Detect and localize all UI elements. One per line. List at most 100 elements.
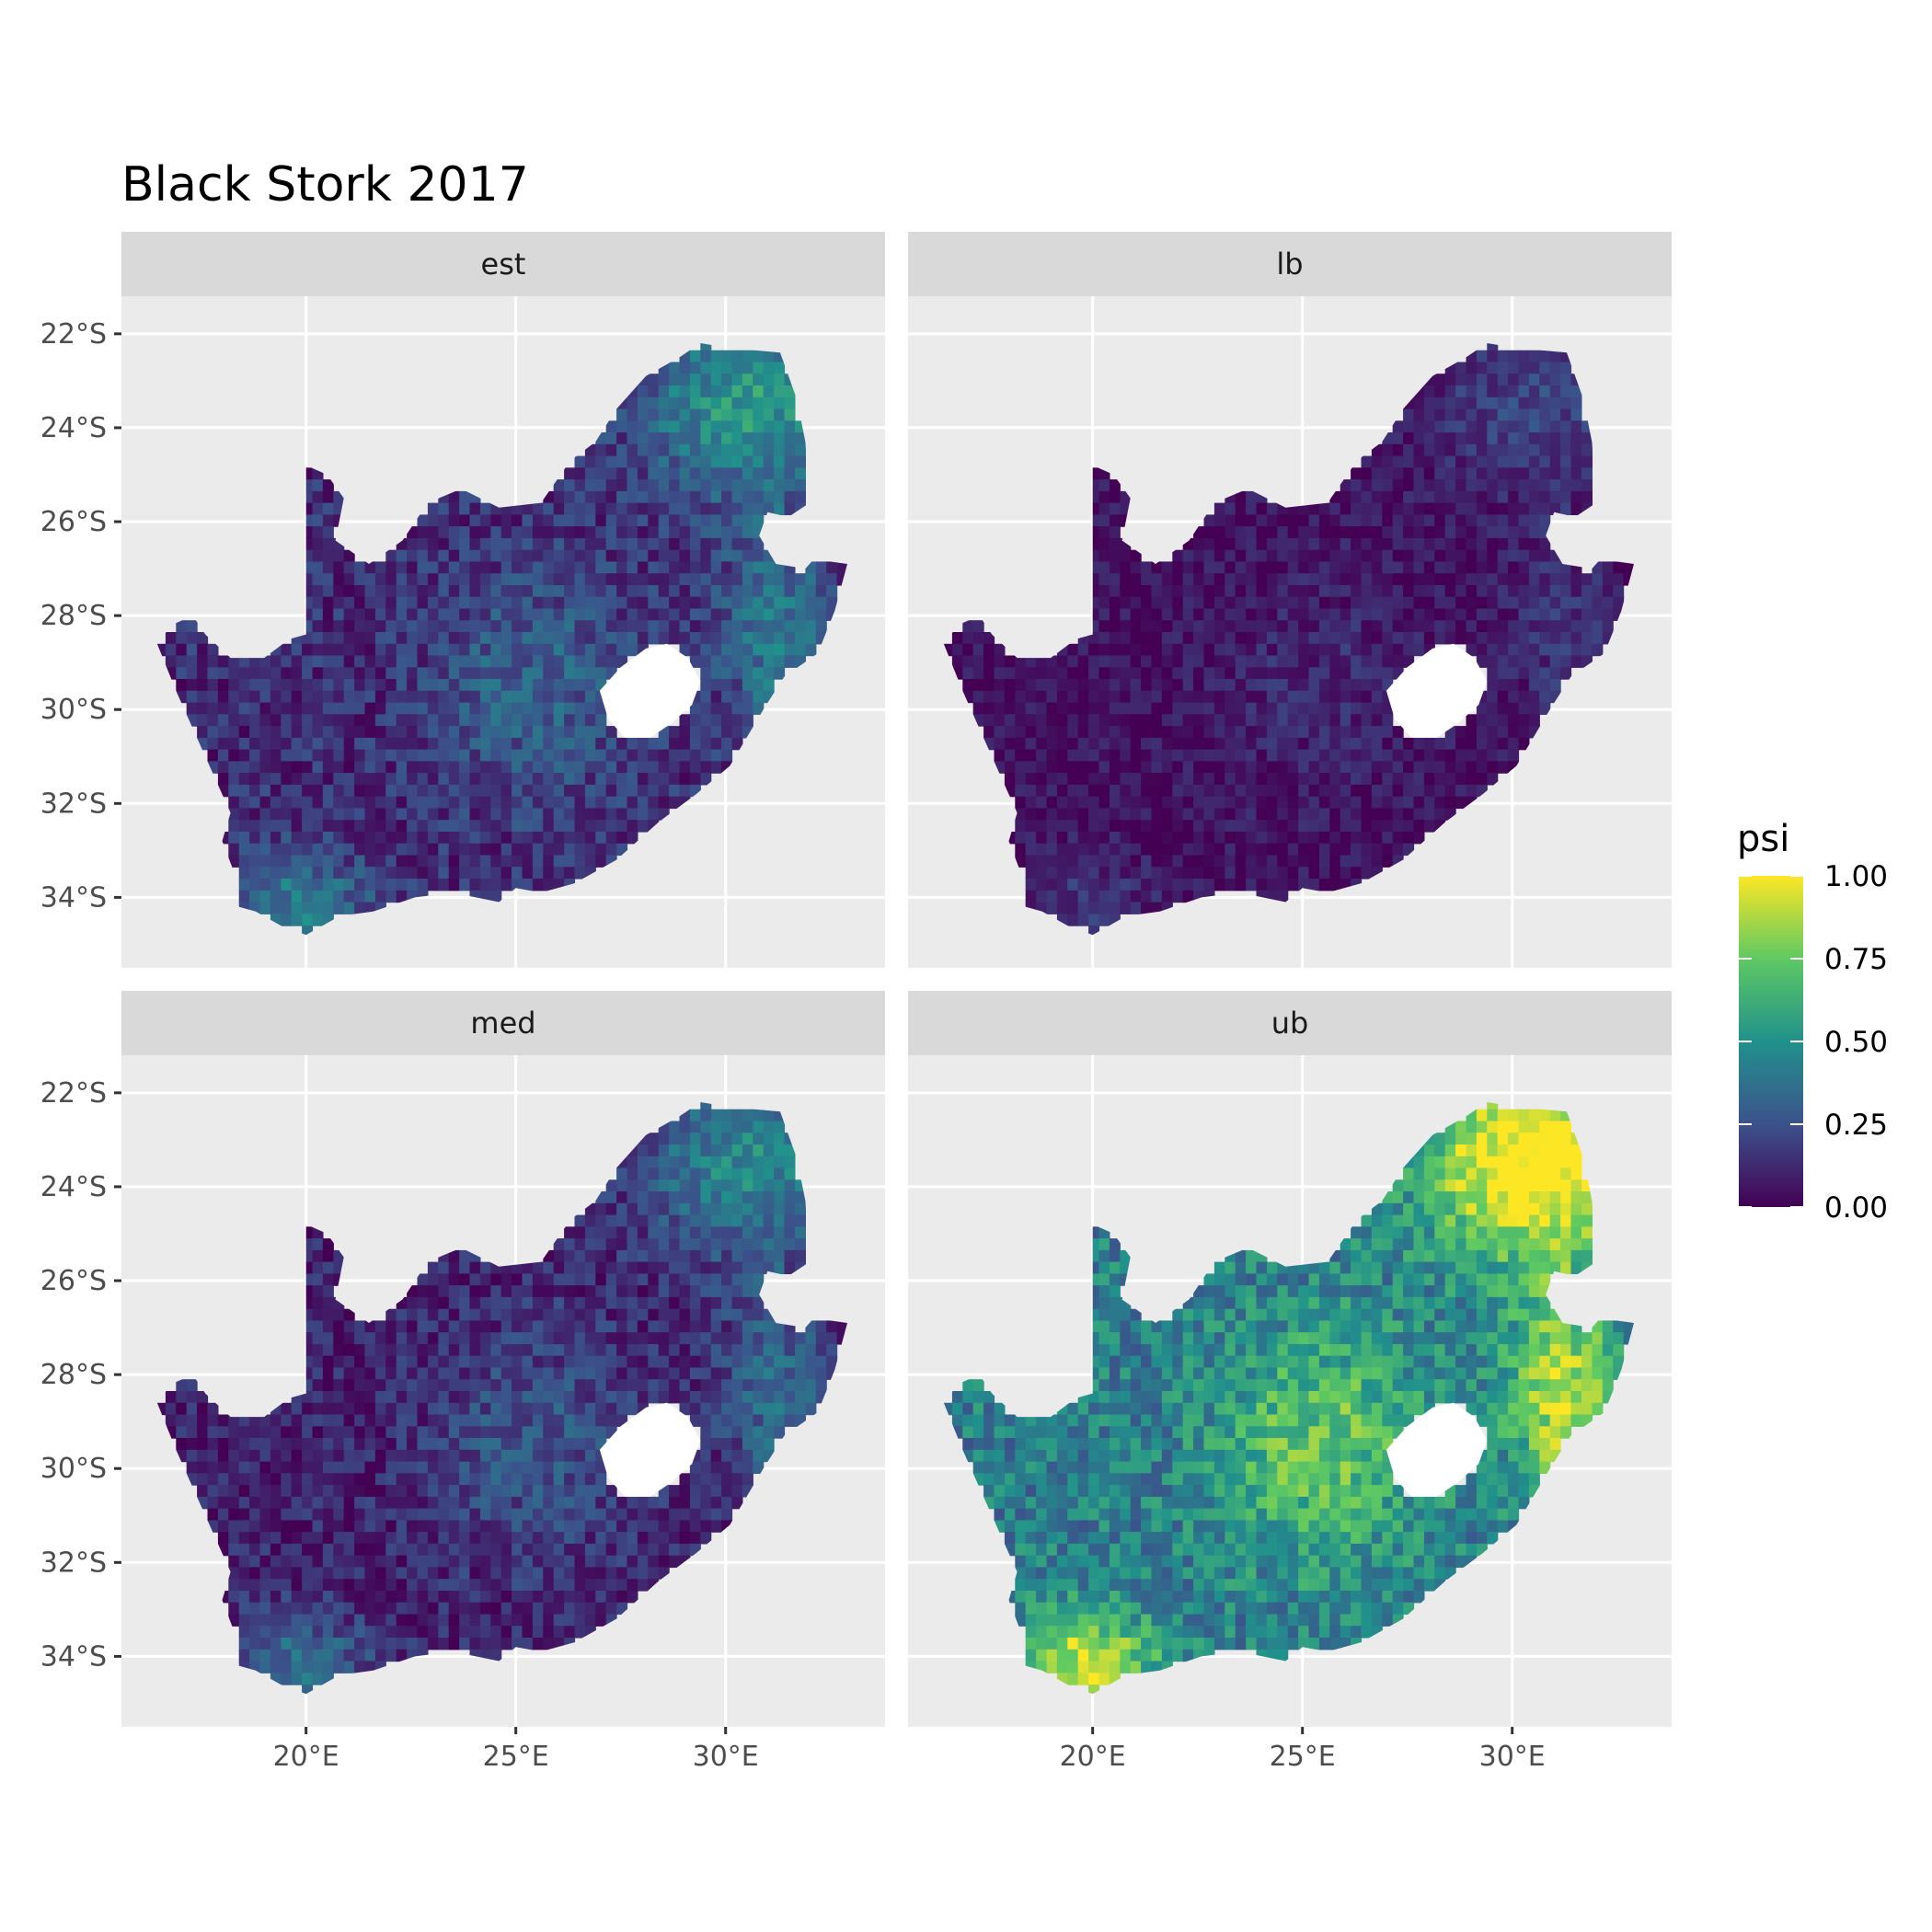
raster-cell: [374, 585, 386, 598]
raster-cell: [532, 573, 544, 586]
raster-cell: [354, 679, 366, 692]
raster-cell: [238, 879, 250, 891]
raster-cell: [595, 585, 607, 598]
raster-cell: [595, 1391, 607, 1404]
raster-cell: [700, 374, 712, 386]
raster-cell: [438, 1614, 450, 1627]
raster-cell: [543, 1273, 555, 1286]
raster-cell: [1487, 773, 1499, 786]
raster-cell: [512, 1355, 523, 1369]
raster-cell: [1182, 879, 1194, 891]
raster-cell: [249, 1614, 261, 1627]
raster-cell: [1487, 467, 1499, 480]
raster-cell: [1098, 879, 1110, 891]
raster-cell: [291, 808, 303, 821]
raster-cell: [1098, 514, 1110, 527]
raster-cell: [553, 714, 565, 727]
raster-cell: [532, 690, 544, 704]
raster-cell: [259, 796, 271, 810]
raster-cell: [753, 374, 765, 386]
raster-cell: [553, 1532, 565, 1545]
raster-cell: [228, 1426, 240, 1439]
raster-cell: [1056, 702, 1068, 715]
raster-cell: [826, 596, 838, 610]
raster-cell: [1371, 690, 1383, 704]
raster-cell: [627, 502, 638, 515]
raster-cell: [605, 490, 617, 504]
raster-cell: [438, 549, 450, 563]
raster-cell: [616, 514, 628, 527]
raster-cell: [721, 632, 733, 645]
raster-cell: [1109, 867, 1121, 880]
raster-cell: [385, 1638, 397, 1650]
raster-cell: [648, 490, 660, 504]
raster-cell: [774, 362, 786, 374]
raster-cell: [1015, 832, 1027, 845]
raster-cell: [1182, 549, 1194, 563]
raster-cell: [1476, 385, 1488, 398]
raster-cell: [627, 573, 638, 586]
raster-cell: [616, 585, 628, 598]
raster-cell: [396, 890, 408, 903]
raster-cell: [574, 1238, 586, 1251]
raster-cell: [1413, 455, 1425, 468]
raster-cell: [302, 1661, 314, 1673]
raster-cell: [1382, 714, 1394, 727]
raster-cell: [291, 737, 303, 751]
raster-cell: [207, 714, 219, 727]
raster-cell: [1318, 879, 1330, 891]
raster-cell: [1508, 726, 1520, 739]
raster-cell: [1077, 761, 1089, 774]
raster-cell: [1256, 620, 1268, 633]
raster-cell: [479, 773, 491, 786]
raster-cell: [469, 1332, 481, 1345]
raster-cell: [1455, 573, 1467, 586]
raster-cell: [742, 514, 753, 527]
raster-cell: [543, 1520, 555, 1533]
raster-cell: [1235, 561, 1247, 574]
raster-cell: [396, 632, 408, 645]
raster-cell: [1277, 855, 1289, 868]
raster-cell: [385, 879, 397, 891]
raster-cell: [312, 1543, 324, 1557]
raster-cell: [1036, 679, 1048, 692]
raster-cell: [1518, 655, 1530, 668]
raster-cell: [1277, 690, 1289, 704]
raster-cell: [1539, 443, 1551, 457]
raster-cell: [490, 702, 502, 715]
raster-cell: [1403, 537, 1415, 551]
raster-cell: [1130, 608, 1142, 621]
raster-cell: [1235, 726, 1247, 739]
raster-cell: [448, 843, 460, 857]
raster-cell: [522, 690, 534, 704]
raster-cell: [312, 737, 324, 751]
raster-cell: [564, 608, 576, 621]
raster-cell: [1497, 585, 1509, 598]
raster-cell: [1351, 585, 1363, 598]
raster-cell: [1549, 467, 1561, 480]
raster-cell: [1172, 843, 1184, 857]
raster-cell: [374, 773, 386, 786]
raster-cell: [333, 796, 345, 810]
raster-cell: [1056, 820, 1068, 833]
raster-cell: [564, 1508, 576, 1521]
raster-cell: [700, 667, 712, 680]
raster-cell: [302, 914, 314, 926]
raster-cell: [396, 1449, 408, 1463]
raster-cell: [322, 585, 334, 598]
raster-cell: [1497, 514, 1509, 527]
raster-cell: [259, 690, 271, 704]
raster-cell: [364, 620, 376, 633]
raster-cell: [469, 832, 481, 845]
raster-cell: [1329, 843, 1341, 857]
raster-cell: [512, 620, 523, 633]
raster-cell: [322, 761, 334, 774]
raster-cell: [333, 1438, 345, 1451]
raster-cell: [448, 1367, 460, 1380]
raster-cell: [616, 643, 628, 657]
raster-cell: [407, 1520, 419, 1533]
raster-cell: [270, 1426, 282, 1439]
raster-cell: [281, 679, 293, 692]
raster-cell: [1225, 843, 1236, 857]
raster-cell: [669, 549, 681, 563]
